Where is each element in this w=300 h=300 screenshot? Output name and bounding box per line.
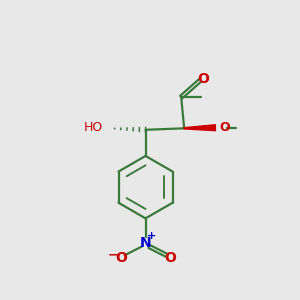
- Text: N: N: [140, 236, 152, 250]
- Text: +: +: [147, 231, 156, 241]
- Polygon shape: [184, 125, 215, 131]
- Text: O: O: [220, 121, 230, 134]
- Text: HO: HO: [83, 121, 103, 134]
- Text: O: O: [115, 251, 127, 265]
- Text: O: O: [164, 251, 176, 265]
- Text: O: O: [197, 72, 209, 86]
- Text: −: −: [108, 249, 118, 262]
